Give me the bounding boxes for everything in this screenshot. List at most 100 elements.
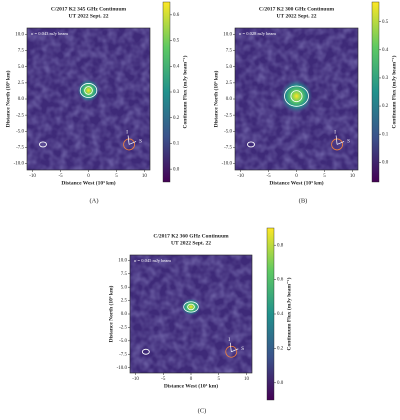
colorbar-tick-label: 0.2 (277, 347, 284, 352)
colorbar-tick-label: 0.5 (382, 20, 389, 25)
colorbar-tick-label: 0.0 (277, 381, 284, 386)
y-tick-label: 0.0 (18, 97, 25, 102)
source-emission (280, 79, 313, 113)
colorbar (371, 1, 380, 183)
colorbar-tick-label: 0.2 (382, 104, 389, 109)
y-tick-label: -7.5 (224, 146, 232, 151)
x-axis-label: Distance West (10³ km) (269, 179, 323, 186)
title: C/2017 K2 345 GHz Continuum (51, 6, 127, 12)
contour (284, 85, 309, 107)
x-axis-label: Distance West (10³ km) (164, 382, 218, 389)
beam (141, 348, 150, 355)
annotation: σ = 0.043 mJy beam (31, 31, 68, 36)
caption: (B) (299, 197, 308, 204)
x-axis-label: Distance West (10³ km) (61, 179, 115, 186)
y-tick-label: 2.5 (226, 81, 233, 86)
x-tick-label: 0 (87, 174, 90, 179)
annotation: σ = 0.045 mJy beam (134, 258, 171, 263)
y-tick-label: -10.0 (117, 366, 128, 371)
compass (331, 138, 343, 151)
colorbar-label: Continuum Flux (mJy beam⁻¹) (390, 55, 397, 128)
colorbar-tick-label: 0.6 (277, 278, 284, 283)
y-tick-label: -2.5 (224, 113, 232, 118)
y-axis-label: Distance North (10³ km) (107, 285, 114, 342)
compass-arrow (127, 135, 130, 145)
y-tick-label: 0.0 (226, 97, 233, 102)
compass-label: S (241, 347, 244, 352)
colorbar-tick-label: 0.1 (382, 132, 389, 137)
x-tick-label: 10 (142, 174, 148, 179)
y-tick-label: 5.0 (18, 65, 25, 70)
compass-arrow (335, 135, 338, 145)
y-tick-label: 0.0 (121, 312, 128, 317)
y-axis-label: Distance North (10³ km) (4, 70, 11, 127)
subtitle: UT 2022 Sept. 22 (171, 240, 211, 246)
colorbar-tick-label: 0.0 (382, 160, 389, 165)
title: C/2017 K2 360 GHz Continuum (153, 233, 229, 239)
x-tick-label: -5 (266, 174, 271, 179)
y-tick-label: 10.0 (15, 33, 24, 38)
compass-label: S (139, 140, 142, 145)
compass-label: I (334, 131, 336, 136)
y-tick-label: -5.0 (224, 129, 232, 134)
x-tick-label: -10 (29, 174, 36, 179)
y-tick-label: 7.5 (226, 49, 233, 54)
y-tick-label: 5.0 (121, 285, 128, 290)
y-tick-label: -5.0 (119, 339, 127, 344)
colorbar-tick-label: 0.4 (173, 64, 180, 69)
y-tick-label: -10.0 (222, 162, 233, 167)
contour (79, 83, 98, 98)
compass-arrow (231, 348, 239, 353)
y-tick-label: -2.5 (119, 326, 127, 331)
contour (183, 301, 199, 313)
y-tick-label: 10.0 (223, 33, 232, 38)
x-tick-label: 0 (295, 174, 298, 179)
subtitle: UT 2022 Sept. 22 (69, 13, 109, 19)
contour (290, 90, 303, 103)
y-tick-label: 2.5 (18, 81, 25, 86)
annotation: σ = 0.028 mJy beam (239, 31, 276, 36)
contour (84, 86, 93, 95)
y-tick-label: -2.5 (16, 113, 24, 118)
x-tick-label: 5 (323, 174, 326, 179)
colorbar-tick-label: 0.8 (277, 243, 284, 248)
y-tick-label: 10.0 (118, 259, 127, 264)
y-tick-label: 2.5 (121, 299, 128, 304)
x-tick-label: -10 (132, 377, 139, 382)
y-tick-label: 7.5 (18, 49, 25, 54)
colorbar-label: Continuum Flux (mJy beam⁻¹) (181, 55, 188, 128)
y-axis-label: Distance North (10³ km) (212, 70, 219, 127)
y-tick-label: 7.5 (121, 272, 128, 277)
colorbar-tick-label: 0.3 (382, 76, 389, 81)
compass (225, 345, 238, 358)
colorbar (266, 227, 275, 401)
x-tick-label: 10 (244, 377, 250, 382)
x-tick-label: 10 (350, 174, 356, 179)
x-tick-label: 0 (190, 377, 193, 382)
y-tick-label: -10.0 (14, 162, 25, 167)
compass-arrow (229, 342, 232, 352)
contour (187, 303, 195, 311)
colorbar-tick-label: 0.6 (173, 13, 180, 18)
y-tick-label: -7.5 (119, 352, 127, 357)
source-emission (181, 298, 201, 316)
compass-label: I (126, 131, 128, 136)
compass-label: I (228, 338, 230, 343)
beam (247, 141, 255, 148)
y-tick-label: 5.0 (226, 65, 233, 70)
beam (39, 141, 47, 148)
colorbar-label: Continuum Flux (mJy beam⁻¹) (285, 277, 292, 350)
colorbar-tick-label: 0.4 (382, 48, 389, 53)
y-tick-label: -7.5 (16, 146, 24, 151)
x-tick-label: -5 (161, 377, 166, 382)
caption: (A) (89, 197, 98, 204)
colorbar (162, 1, 171, 183)
x-tick-label: 5 (115, 174, 118, 179)
caption: (C) (198, 407, 207, 414)
colorbar-tick-label: 0.5 (173, 39, 180, 44)
compass-label: S (347, 140, 350, 145)
compass-arrow (128, 141, 137, 145)
colorbar-tick-label: 0.1 (173, 142, 180, 147)
subtitle: UT 2022 Sept. 22 (277, 13, 317, 19)
